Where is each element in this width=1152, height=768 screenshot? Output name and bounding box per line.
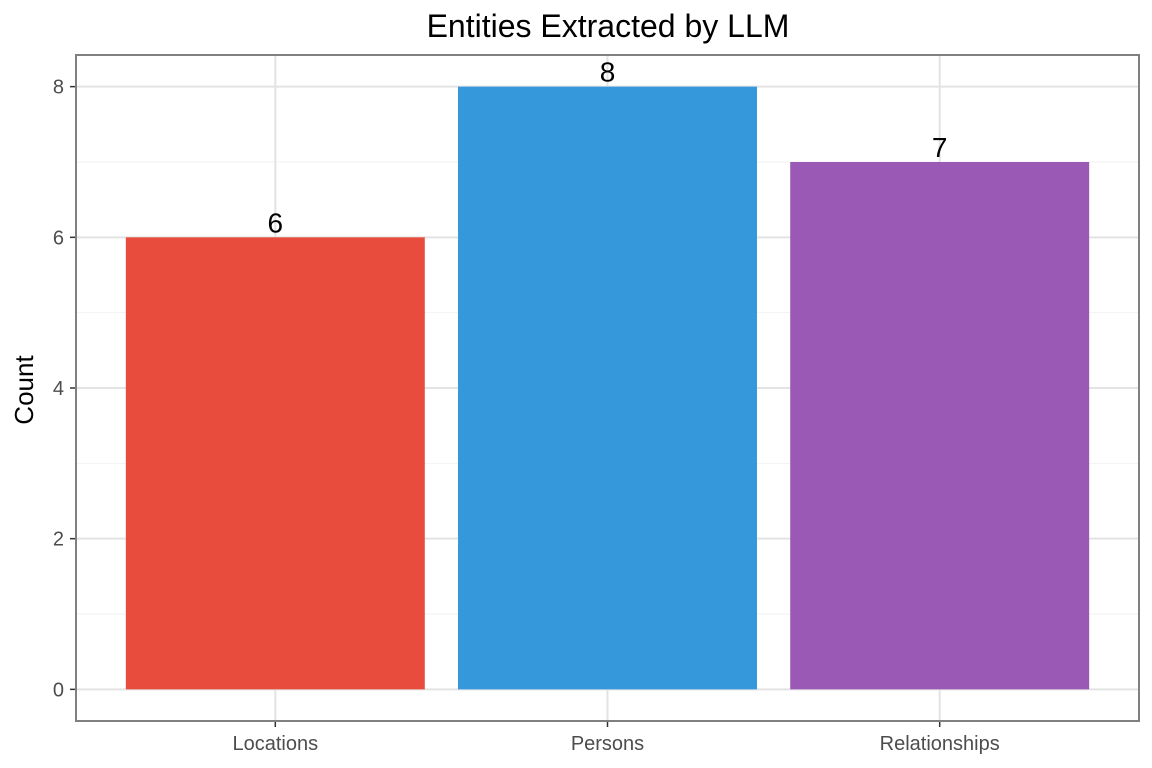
y-tick-label: 2 bbox=[53, 529, 64, 551]
bar-value-label: 7 bbox=[932, 132, 948, 163]
bar bbox=[458, 86, 757, 690]
x-tick-label: Locations bbox=[233, 733, 319, 755]
bar bbox=[790, 161, 1090, 690]
bar-value-label: 6 bbox=[268, 207, 284, 238]
plot-area: 0 2 4 6 8 Locations Persons Relationships 6 8 7 bbox=[53, 54, 1140, 755]
bar bbox=[125, 237, 425, 690]
x-tick-label: Relationships bbox=[880, 733, 1000, 755]
bar-value-label: 8 bbox=[600, 57, 616, 88]
y-axis-label: Count bbox=[9, 355, 39, 425]
plot-border bbox=[75, 54, 1140, 722]
chart-title: Entities Extracted by LLM bbox=[427, 8, 790, 44]
x-tick-label: Persons bbox=[571, 733, 644, 755]
y-tick-label: 8 bbox=[53, 77, 64, 99]
y-tick-label: 6 bbox=[53, 227, 64, 249]
y-tick-label: 0 bbox=[53, 679, 64, 701]
y-tick-label: 4 bbox=[53, 378, 64, 400]
